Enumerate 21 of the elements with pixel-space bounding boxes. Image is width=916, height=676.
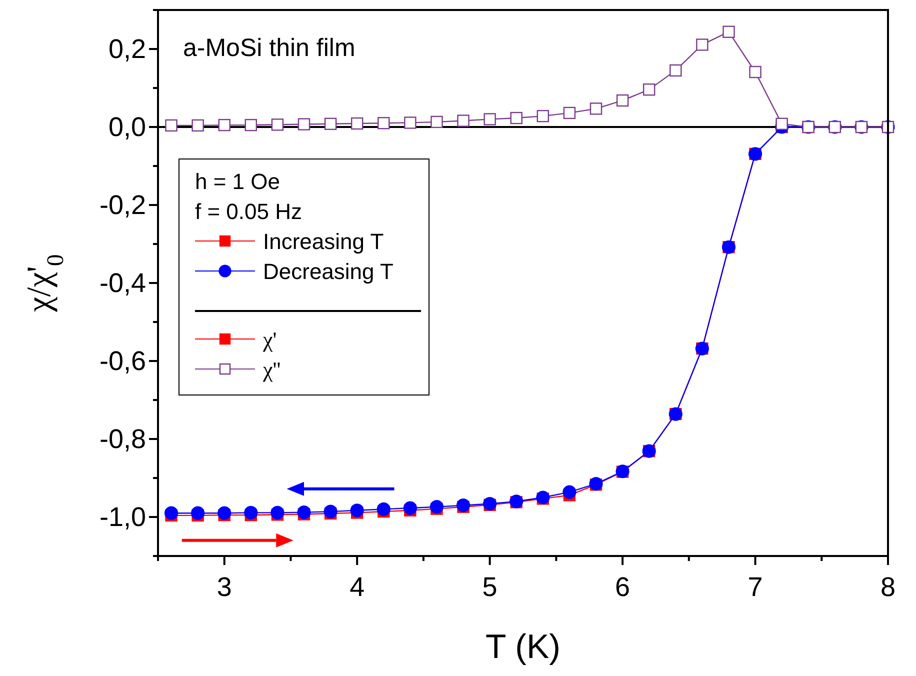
x-tick-label: 4 (350, 572, 365, 602)
y-tick-label: 0,0 (108, 112, 146, 142)
x-tick-label: 3 (216, 572, 232, 602)
y-tick-label: -0,2 (99, 190, 146, 220)
x-axis-title: T (K) (486, 628, 560, 666)
legend-label: Increasing T (263, 229, 384, 254)
legend-label: χ'' (262, 357, 281, 382)
text: a-MoSi thin film (183, 34, 356, 62)
x-tick-label: 6 (615, 572, 630, 602)
y-tick-label: -0,6 (99, 346, 146, 376)
x-tick-label: 8 (880, 572, 896, 602)
annotation: h = 1 Oe (195, 169, 280, 194)
y-tick-label: -1,0 (99, 502, 146, 532)
y-tick-label: 0,2 (108, 34, 146, 64)
y-tick-label: -0,8 (99, 424, 146, 454)
annotation: f = 0.05 Hz (195, 199, 302, 224)
x-tick-label: 7 (748, 572, 763, 602)
y-tick-label: -0,4 (99, 268, 146, 298)
legend-label: Decreasing T (263, 259, 394, 284)
x-tick-label: 5 (482, 572, 498, 602)
annotation: χ' (262, 327, 277, 352)
